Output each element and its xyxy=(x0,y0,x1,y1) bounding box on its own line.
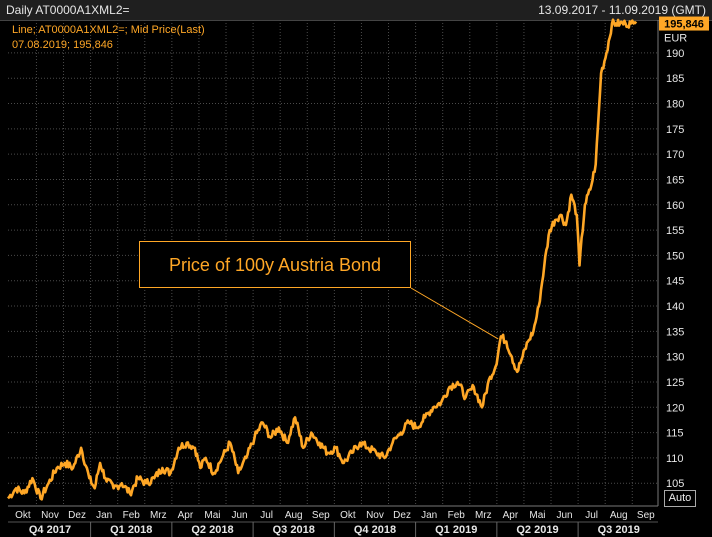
x-month-label: Mai xyxy=(204,510,220,521)
y-tick-label: 165 xyxy=(666,174,684,186)
x-month-label: Mai xyxy=(529,510,545,521)
x-month-label: Jul xyxy=(585,510,598,521)
y-tick-label: 160 xyxy=(666,200,684,212)
x-month-label: Okt xyxy=(15,510,31,521)
x-quarter-label: Q3 2019 xyxy=(598,524,640,536)
x-quarter-label: Q1 2019 xyxy=(435,524,477,536)
x-month-label: Apr xyxy=(178,510,194,521)
y-tick-label: 135 xyxy=(666,326,684,338)
x-quarter-label: Q2 2019 xyxy=(516,524,558,536)
x-month-label: Jun xyxy=(232,510,248,521)
x-month-label: Jan xyxy=(421,510,437,521)
legend-last-value: 07.08.2019; 195,846 xyxy=(12,39,113,51)
y-tick-label: 130 xyxy=(666,352,684,364)
series-line xyxy=(7,18,638,501)
y-unit-label: EUR xyxy=(664,33,687,45)
y-tick-label: 110 xyxy=(666,453,684,465)
x-month-label: Nov xyxy=(366,510,384,521)
y-tick-label: 155 xyxy=(666,225,684,237)
y-tick-label: 150 xyxy=(666,250,684,262)
title-bar: Daily AT0000A1XML2= 13.09.2017 - 11.09.2… xyxy=(0,0,712,21)
x-month-label: Aug xyxy=(610,510,628,521)
y-tick-label: 170 xyxy=(666,149,684,161)
last-value-tag xyxy=(659,16,709,31)
y-tick-label: 115 xyxy=(666,428,684,440)
x-quarter-label: Q4 2018 xyxy=(354,524,396,536)
x-month-label: Dez xyxy=(393,510,411,521)
x-month-label: Nov xyxy=(41,510,59,521)
x-month-label: Dez xyxy=(68,510,86,521)
annotation-leader-line xyxy=(410,287,499,340)
date-range: 13.09.2017 - 11.09.2019 (GMT) xyxy=(538,3,706,17)
y-tick-label: 185 xyxy=(666,73,684,85)
last-value-label: 195,846 xyxy=(664,19,704,31)
x-month-label: Apr xyxy=(503,510,519,521)
x-quarter-label: Q1 2018 xyxy=(110,524,152,536)
x-month-label: Aug xyxy=(285,510,303,521)
x-quarter-label: Q2 2018 xyxy=(191,524,233,536)
x-quarter-label: Q4 2017 xyxy=(29,524,71,536)
x-month-label: Jun xyxy=(557,510,573,521)
y-tick-label: 190 xyxy=(666,48,684,60)
y-tick-label: 145 xyxy=(666,276,684,288)
annotation-callout: Price of 100y Austria Bond xyxy=(139,241,411,288)
y-tick-label: 125 xyxy=(666,377,684,389)
legend-series: Line; AT0000A1XML2=; Mid Price(Last) xyxy=(12,24,205,36)
y-tick-label: 120 xyxy=(666,402,684,414)
x-month-label: Feb xyxy=(123,510,141,521)
y-tick-label: 140 xyxy=(666,301,684,313)
x-quarter-label: Q3 2018 xyxy=(273,524,315,536)
x-month-label: Okt xyxy=(340,510,356,521)
x-month-label: Feb xyxy=(448,510,466,521)
x-month-label: Mrz xyxy=(150,510,167,521)
x-month-label: Sep xyxy=(637,510,655,521)
y-tick-label: 180 xyxy=(666,99,684,111)
x-month-label: Jul xyxy=(260,510,273,521)
auto-scale-button[interactable]: Auto xyxy=(664,490,696,507)
chart-title: Daily AT0000A1XML2= xyxy=(6,3,130,17)
y-tick-label: 175 xyxy=(666,124,684,136)
x-month-label: Sep xyxy=(312,510,330,521)
x-month-label: Mrz xyxy=(475,510,492,521)
x-month-label: Jan xyxy=(96,510,112,521)
y-tick-label: 105 xyxy=(666,478,684,490)
